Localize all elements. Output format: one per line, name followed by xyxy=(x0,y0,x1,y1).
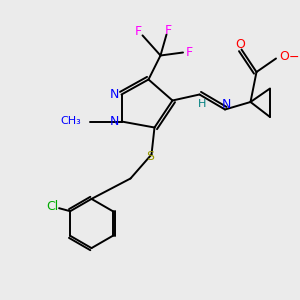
Text: CH₃: CH₃ xyxy=(60,116,81,127)
Text: F: F xyxy=(164,24,172,38)
Text: O: O xyxy=(280,50,289,64)
Text: F: F xyxy=(185,46,193,59)
Text: F: F xyxy=(134,25,142,38)
Text: S: S xyxy=(147,150,154,164)
Text: H: H xyxy=(198,99,207,109)
Text: −: − xyxy=(289,50,299,64)
Text: N: N xyxy=(109,88,119,101)
Text: N: N xyxy=(222,98,231,111)
Text: Cl: Cl xyxy=(46,200,58,213)
Text: N: N xyxy=(109,115,119,128)
Text: O: O xyxy=(235,38,245,51)
